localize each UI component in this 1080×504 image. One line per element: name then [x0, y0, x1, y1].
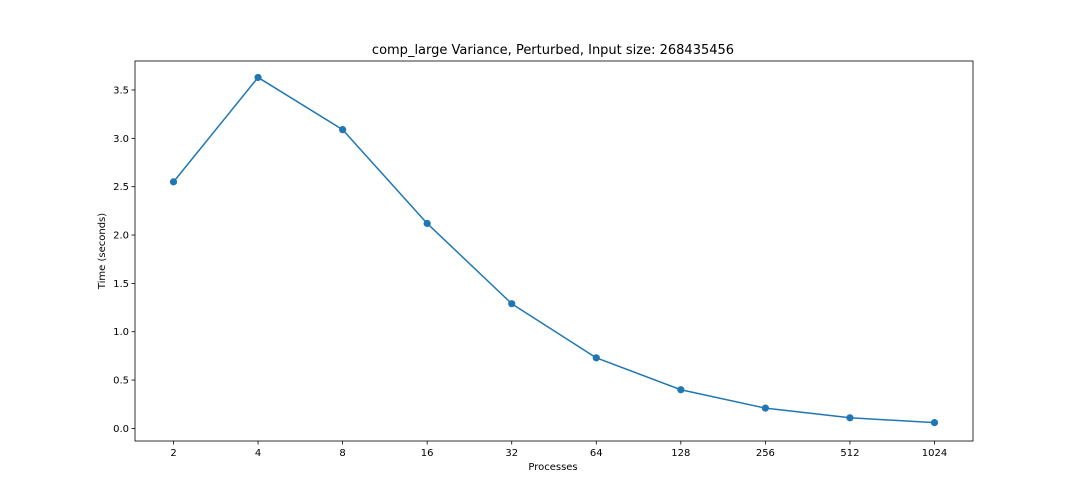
data-point — [761, 404, 769, 412]
x-tick-label: 64 — [590, 448, 603, 459]
y-tick-label: 3.5 — [113, 86, 129, 97]
data-point — [508, 300, 516, 308]
series-layer — [169, 73, 939, 427]
x-axis: 2 4 8 16 32 64 128 256 512 1024 — [170, 441, 947, 459]
x-tick-label: 32 — [505, 448, 518, 459]
series-line — [172, 76, 935, 424]
x-tick-label: 128 — [671, 448, 690, 459]
y-tick-label: 1.5 — [113, 279, 129, 290]
data-point — [930, 419, 939, 427]
data-point — [677, 386, 685, 394]
y-tick-label: 2.5 — [113, 182, 129, 193]
data-point — [846, 414, 854, 422]
x-tick-label: 8 — [339, 448, 345, 459]
x-tick-label: 1024 — [922, 448, 947, 459]
y-tick-label: 0.0 — [113, 424, 129, 435]
x-axis-label: Processes — [528, 462, 577, 473]
data-point — [254, 73, 262, 82]
x-tick-label: 256 — [756, 448, 775, 459]
chart-title: comp_large Variance, Perturbed, Input si… — [372, 43, 734, 58]
y-axis: 0.0 0.5 1.0 1.5 2.0 2.5 3.0 3.5 — [113, 86, 135, 435]
y-tick-label: 3.0 — [113, 134, 129, 145]
data-point — [423, 219, 431, 228]
x-tick-label: 16 — [421, 448, 434, 459]
y-tick-label: 2.0 — [113, 231, 129, 242]
plot-area — [134, 60, 974, 442]
x-tick-label: 512 — [840, 448, 859, 459]
data-point — [592, 354, 600, 362]
y-tick-label: 1.0 — [113, 327, 129, 338]
data-point — [339, 126, 347, 134]
y-tick-label: 0.5 — [113, 376, 129, 387]
data-point — [169, 178, 178, 186]
y-axis-label: Time (seconds) — [97, 213, 108, 290]
x-tick-label: 2 — [170, 448, 176, 459]
x-tick-label: 4 — [255, 448, 261, 459]
